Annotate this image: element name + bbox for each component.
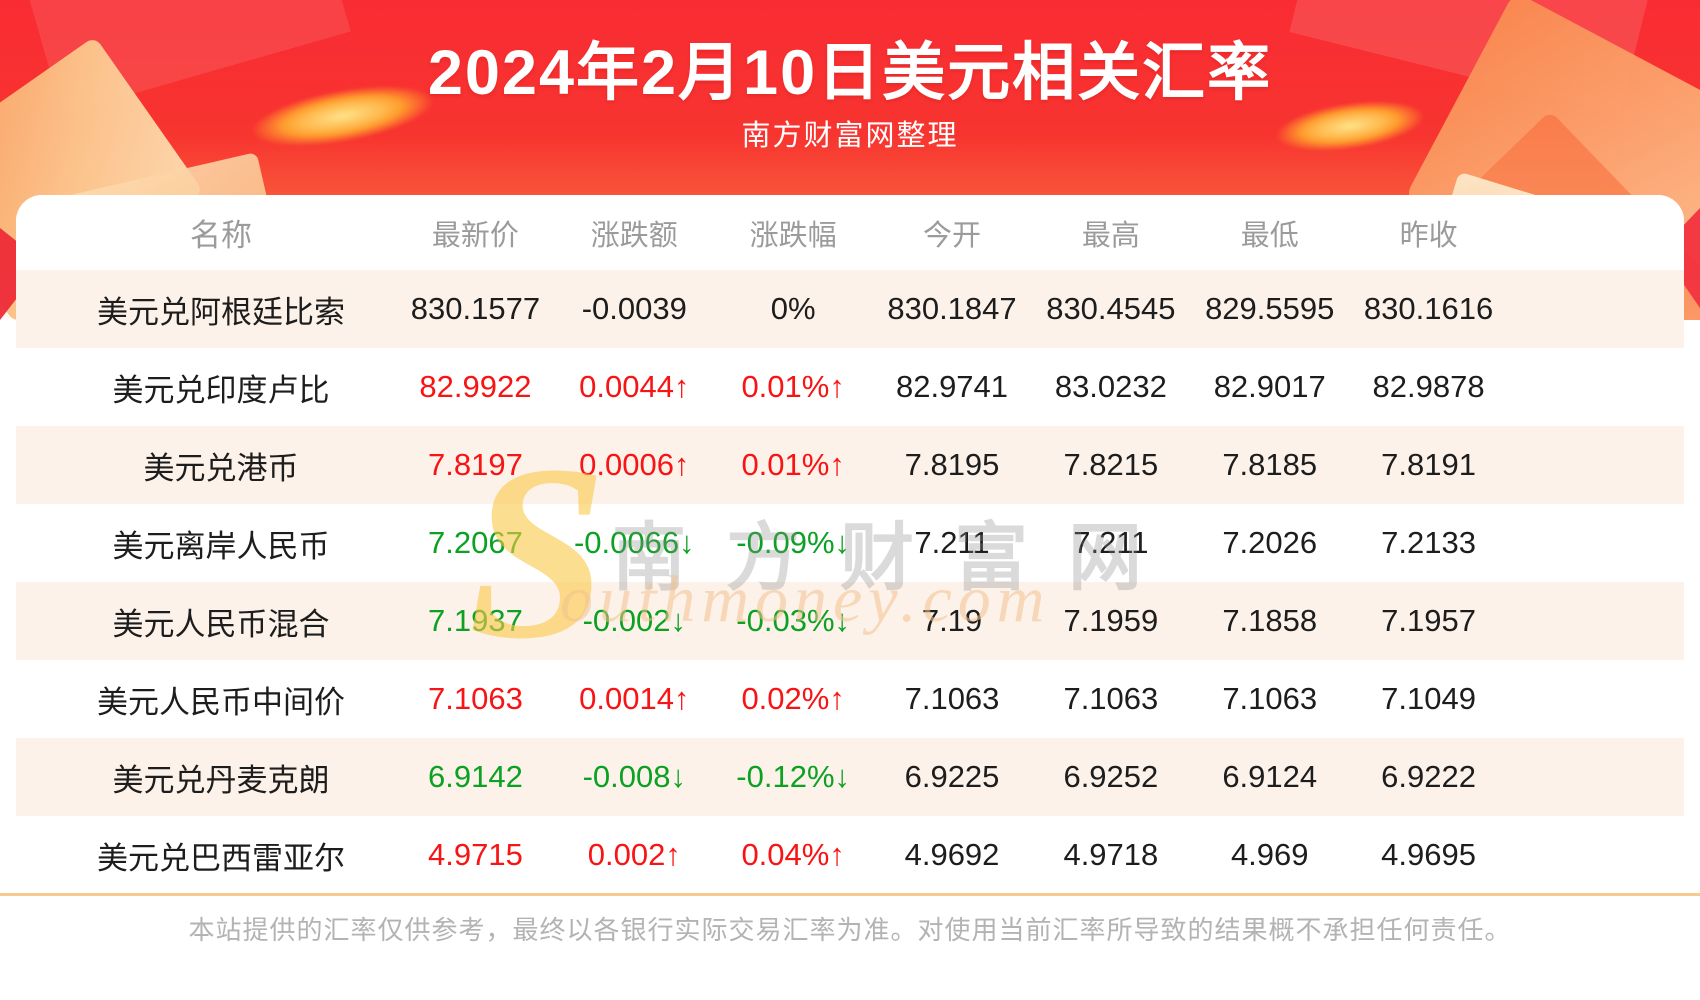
column-header-percent: 涨跌幅 xyxy=(749,219,837,252)
page-title: 2024年2月10日美元相关汇率 xyxy=(427,38,1273,108)
column-header-prev-close: 昨收 xyxy=(1399,219,1458,252)
latest-price: 7.2067 xyxy=(428,525,523,560)
open-price: 7.8195 xyxy=(904,447,1000,482)
open-price: 830.1847 xyxy=(887,291,1017,326)
column-header-low: 最低 xyxy=(1240,219,1299,252)
column-header-open: 今开 xyxy=(923,219,982,252)
change-amount: -0.0039 xyxy=(581,291,687,326)
low-price: 7.1858 xyxy=(1222,603,1318,638)
pair-name: 美元人民币中间价 xyxy=(97,684,345,720)
table-header-row: 名称 最新价 涨跌额 涨跌幅 今开 最高 最低 昨收 xyxy=(16,195,1684,270)
change-percent: 0% xyxy=(770,291,816,326)
pair-name: 美元兑印度卢比 xyxy=(112,372,330,408)
low-price: 82.9017 xyxy=(1213,369,1326,404)
disclaimer-text: 本站提供的汇率仅供参考，最终以各银行实际交易汇率为准。对使用当前汇率所导致的结果… xyxy=(188,915,1512,945)
change-percent: -0.09%↓ xyxy=(736,525,851,560)
latest-price: 4.9715 xyxy=(428,837,523,872)
low-price: 829.5595 xyxy=(1205,291,1335,326)
column-header-latest: 最新价 xyxy=(431,219,519,252)
latest-price: 6.9142 xyxy=(428,759,523,794)
latest-price: 7.1937 xyxy=(428,603,523,638)
high-price: 7.1063 xyxy=(1063,681,1159,716)
change-amount: 0.0014↑ xyxy=(579,681,690,716)
open-price: 7.211 xyxy=(914,525,990,560)
table-row: 美元兑阿根廷比索 830.1577 -0.0039 0% 830.1847 83… xyxy=(16,270,1684,348)
latest-price: 82.9922 xyxy=(419,369,532,404)
latest-price: 7.8197 xyxy=(428,447,523,482)
table-row: 美元人民币中间价 7.1063 0.0014↑ 0.02%↑ 7.1063 7.… xyxy=(16,660,1684,738)
prev-close: 7.8191 xyxy=(1381,447,1476,482)
low-price: 4.969 xyxy=(1230,837,1309,872)
change-percent: 0.02%↑ xyxy=(741,681,845,716)
change-amount: -0.008↓ xyxy=(582,759,686,794)
change-percent: -0.12%↓ xyxy=(736,759,851,794)
open-price: 82.9741 xyxy=(895,369,1009,404)
change-amount: 0.0044↑ xyxy=(579,369,690,404)
high-price: 4.9718 xyxy=(1063,837,1159,872)
latest-price: 830.1577 xyxy=(410,291,541,326)
rates-table-card: 名称 最新价 涨跌额 涨跌幅 今开 最高 最低 昨收 美元兑阿根廷比索 830.… xyxy=(16,195,1684,894)
page-subtitle: 南方财富网整理 xyxy=(741,120,959,152)
high-price: 6.9252 xyxy=(1063,759,1159,794)
table-row: 美元离岸人民币 7.2067 -0.0066↓ -0.09%↓ 7.211 7.… xyxy=(16,504,1684,582)
high-price: 7.1959 xyxy=(1063,603,1159,638)
prev-close: 82.9878 xyxy=(1372,369,1485,404)
prev-close: 7.1049 xyxy=(1381,681,1476,716)
prev-close: 4.9695 xyxy=(1381,837,1476,872)
pair-name: 美元兑巴西雷亚尔 xyxy=(97,840,345,876)
latest-price: 7.1063 xyxy=(428,681,523,716)
pair-name: 美元人民币混合 xyxy=(112,606,330,642)
column-header-high: 最高 xyxy=(1081,219,1140,252)
table-row: 美元兑印度卢比 82.9922 0.0044↑ 0.01%↑ 82.9741 8… xyxy=(16,348,1684,426)
change-amount: 0.002↑ xyxy=(587,837,681,872)
high-price: 830.4545 xyxy=(1046,291,1176,326)
high-price: 83.0232 xyxy=(1054,369,1167,404)
table-row: 美元人民币混合 7.1937 -0.002↓ -0.03%↓ 7.19 7.19… xyxy=(16,582,1684,660)
change-amount: 0.0006↑ xyxy=(579,447,690,482)
pair-name: 美元兑丹麦克朗 xyxy=(112,762,330,798)
prev-close: 7.2133 xyxy=(1381,525,1476,560)
footer-divider xyxy=(0,893,1700,896)
pair-name: 美元兑阿根廷比索 xyxy=(97,294,345,330)
table-row: 美元兑巴西雷亚尔 4.9715 0.002↑ 0.04%↑ 4.9692 4.9… xyxy=(16,816,1684,894)
prev-close: 7.1957 xyxy=(1381,603,1476,638)
open-price: 6.9225 xyxy=(904,759,1000,794)
column-header-name: 名称 xyxy=(190,218,252,253)
change-percent: 0.04%↑ xyxy=(741,837,845,872)
column-header-change: 涨跌额 xyxy=(590,219,678,252)
high-price: 7.211 xyxy=(1073,525,1149,560)
table-row: 美元兑港币 7.8197 0.0006↑ 0.01%↑ 7.8195 7.821… xyxy=(16,426,1684,504)
change-percent: 0.01%↑ xyxy=(741,447,845,482)
high-price: 7.8215 xyxy=(1063,447,1159,482)
change-percent: -0.03%↓ xyxy=(736,603,851,638)
prev-close: 830.1616 xyxy=(1363,291,1494,326)
table-row: 美元兑丹麦克朗 6.9142 -0.008↓ -0.12%↓ 6.9225 6.… xyxy=(16,738,1684,816)
pair-name: 美元离岸人民币 xyxy=(112,528,330,564)
low-price: 7.2026 xyxy=(1222,525,1318,560)
pair-name: 美元兑港币 xyxy=(143,450,299,486)
low-price: 7.1063 xyxy=(1222,681,1318,716)
change-percent: 0.01%↑ xyxy=(741,369,845,404)
open-price: 7.19 xyxy=(921,603,983,638)
change-amount: -0.0066↓ xyxy=(573,525,695,560)
change-amount: -0.002↓ xyxy=(582,603,686,638)
prev-close: 6.9222 xyxy=(1381,759,1476,794)
low-price: 7.8185 xyxy=(1222,447,1318,482)
open-price: 7.1063 xyxy=(904,681,1000,716)
open-price: 4.9692 xyxy=(904,837,1000,872)
low-price: 6.9124 xyxy=(1222,759,1318,794)
